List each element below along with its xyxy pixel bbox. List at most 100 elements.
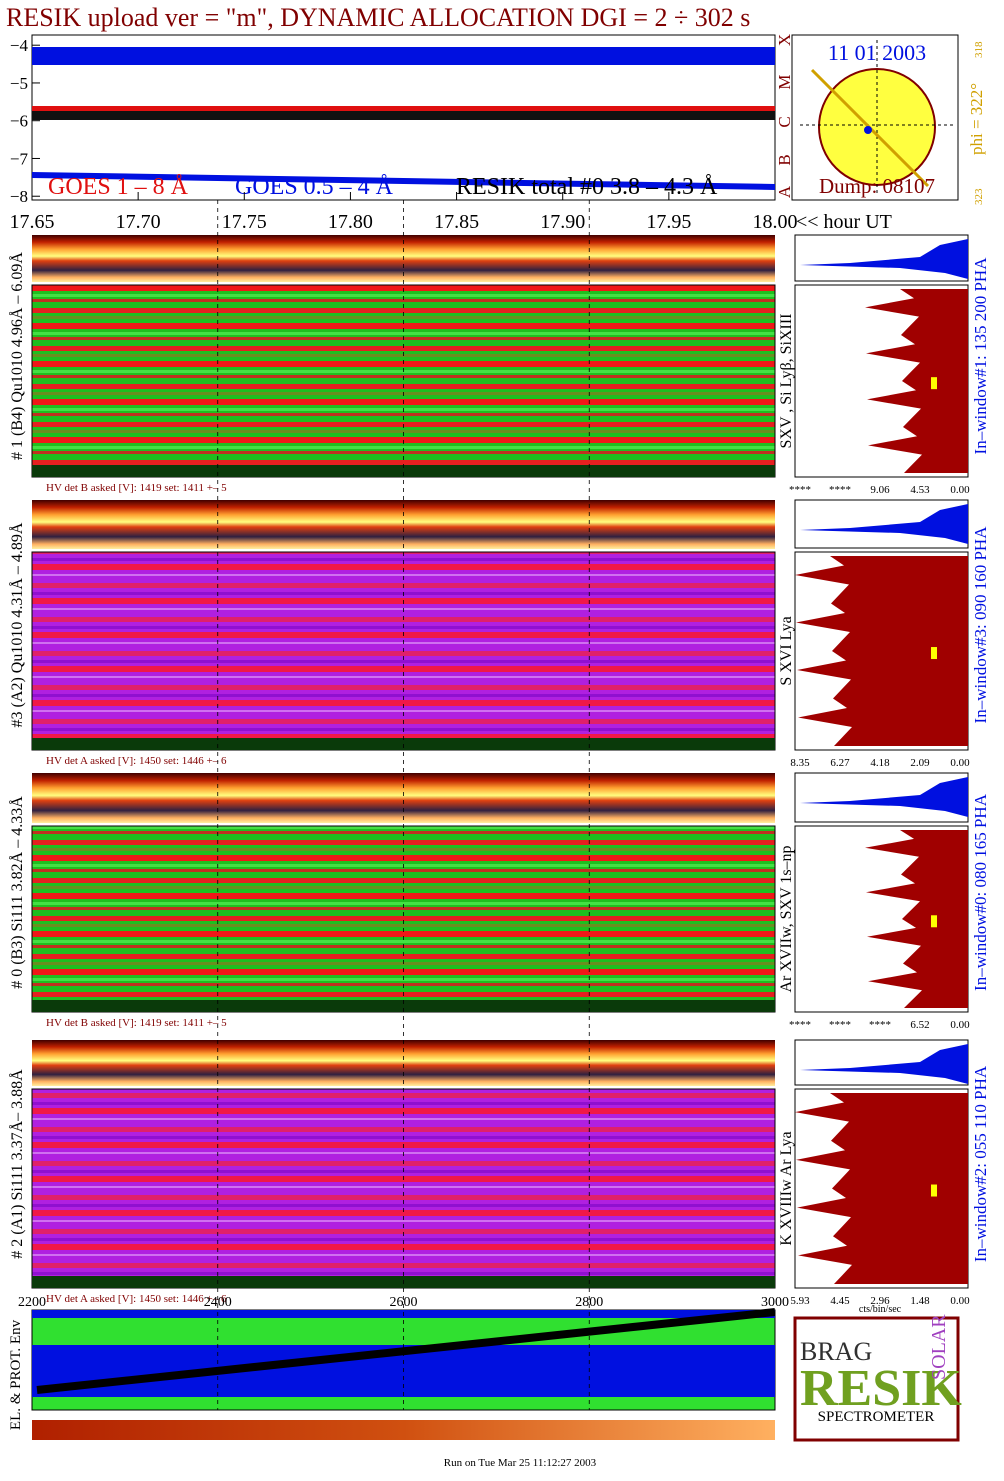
hist-marker [931,915,937,928]
logo-frame [793,1316,960,1442]
hist-small [800,1044,968,1084]
window-label: In–window#3: 090 160 PHA [971,526,990,724]
hist-tick-label: **** [829,1019,851,1031]
hist-tick-label: **** [789,484,811,496]
y-tick-label: −4 [10,36,29,55]
hist-tick-label: 4.45 [830,1295,850,1307]
hv-info: HV det A asked [V]: 1450 set: 1446 +– 6 [46,755,227,767]
logo-brag: BRAG [800,1337,872,1366]
hist-tick-label: 1.48 [910,1295,930,1307]
sun-dump: Dump: 08107 [819,174,935,198]
footer: Run on Tue Mar 25 11:12:27 2003 [444,1457,597,1469]
panel-ylabel: # 2 (A1) Si111 3.37Å– 3.88Å [8,1069,26,1259]
x-tick-label: 17.75 [222,211,267,233]
hist [795,1093,968,1284]
hist-tick-label: 0.00 [950,484,970,496]
x-tick-label: 17.70 [116,211,161,233]
goes-short-band [32,106,775,111]
hist-tick-label: 6.52 [910,1019,929,1031]
sun-phi: phi = 322° [967,83,986,155]
x-tick-label: 17.85 [434,211,479,233]
hist-tick-label: 4.18 [870,757,890,769]
logo-resik: RESIK [800,1360,962,1417]
hist-tick-label: 9.06 [870,484,890,496]
legend-item: RESIK total #0 3.8 – 4.3 Å [456,174,718,200]
strip-heatmap [32,500,775,549]
hist-small [800,777,968,817]
flare-class: A [775,185,794,198]
line-label: S XVI Lya [778,616,795,685]
sun-phi-low: 318 [973,41,985,58]
x-tick-label: 18.00 [753,211,798,233]
x-tick-label: 2600 [390,1295,418,1310]
sun-phi-high: 323 [973,188,985,205]
x-tick-label: 2800 [575,1295,603,1310]
hist-tick-label: **** [789,1019,811,1031]
hist-tick-label: 2.96 [870,1295,890,1307]
hist-small [800,504,968,544]
x-tick-label: 17.90 [540,211,585,233]
hist [865,830,968,1008]
y-tick-label: −6 [10,112,28,131]
hist-small [800,239,968,279]
x-tick-label: 2200 [18,1295,46,1310]
hist-tick-label: 4.53 [910,484,930,496]
hv-info: HV det B asked [V]: 1419 set: 1411 +– 5 [46,1017,227,1029]
x-tick-label: 2400 [204,1295,232,1310]
sun-point [864,126,872,134]
panel-ylabel: #3 (A2) Qu1010 4.31Å – 4.89Å [8,522,26,727]
logo-spectrometer: SPECTROMETER [818,1409,935,1425]
hist-tick-label: 8.35 [790,757,810,769]
goes-trend [32,172,775,190]
strip-heatmap [32,773,775,823]
line-label: SXV , Si Lyβ, SiXIII [778,314,795,449]
legend: GOES 1 – 8 Å GOES 0.5 – 4 Å RESIK total … [48,174,718,200]
panel-ylabel: # 0 (B3) Si111 3.82Å – 4.33Å [8,796,26,989]
logo-solar: SOLAR [928,1314,950,1380]
env-ylabel: EL. & PROT. Env [8,1319,24,1430]
window-label: In–window#2: 055 110 PHA [971,1065,990,1262]
x-axis-label: << hour UT [796,211,892,233]
legend-item: GOES 1 – 8 Å [48,174,189,200]
panel-ylabel: # 1 (B4) Qu1010 4.96Å – 6.09Å [8,252,26,460]
hist-tick-label: 5.93 [790,1295,810,1307]
hist-tick-label: 2.09 [910,757,930,769]
y-tick-label: −7 [10,149,29,168]
hist [865,289,968,473]
x-tick-label: 17.65 [10,211,55,233]
env-trace [36,1308,776,1394]
x-tick-label: 17.80 [328,211,373,233]
flare-class: B [775,154,794,165]
window-label: In–window#1: 135 200 PHA [971,257,990,455]
color-bar [32,1420,775,1440]
strip-heatmap [32,1040,775,1086]
hist-marker [931,647,937,660]
hist-unit: cts/bin/sec [859,1304,902,1315]
title: RESIK upload ver = "m", DYNAMIC ALLOCATI… [6,3,750,32]
y-tick-label: −8 [10,187,28,206]
hist-tick-label: 0.00 [950,1295,970,1307]
window-label: In–window#0: 080 165 PHA [971,793,990,991]
x-tick-label: 3000 [761,1295,789,1310]
hist-tick-label: **** [829,484,851,496]
flare-class: M [775,74,794,89]
hist-marker [931,377,937,390]
flare-class: X [775,34,794,46]
hist-tick-label: 6.27 [830,757,850,769]
flare-class: C [775,116,794,127]
legend-item: GOES 0.5 – 4 Å [235,174,394,200]
x-tick-label: 17.95 [646,211,691,233]
hist-tick-label: 0.00 [950,1019,970,1031]
hv-info: HV det B asked [V]: 1419 set: 1411 +– 5 [46,482,227,494]
line-label: K XVIIIw Ar Lya [778,1131,795,1245]
logo: BRAG RESIK SOLAR SPECTROMETER [793,1314,962,1442]
hist [795,556,968,746]
resik-band [32,111,775,120]
sun-date: 11 01 2003 [828,40,926,65]
hist-tick-label: 0.00 [950,757,970,769]
hv-info: HV det A asked [V]: 1450 set: 1446 +– 6 [46,1293,227,1305]
y-tick-label: −5 [10,74,28,93]
hist-marker [931,1184,937,1197]
goes-long-band [32,47,775,65]
